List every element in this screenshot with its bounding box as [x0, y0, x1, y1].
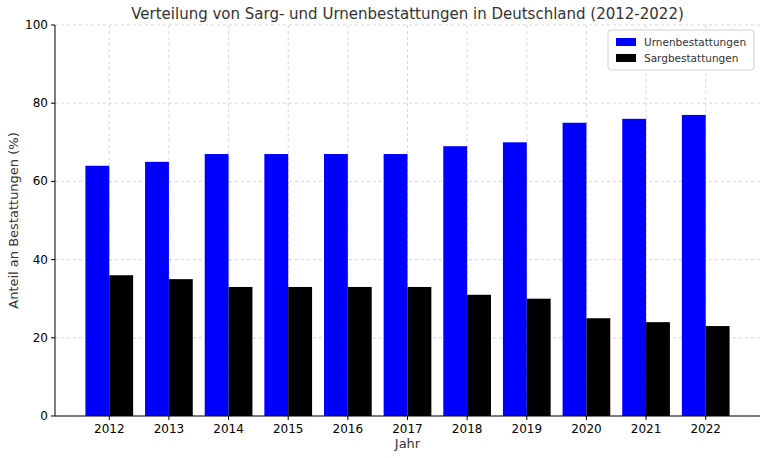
y-tick-label: 60: [33, 174, 48, 188]
chart-container: 0 20 40 60 80 100 2012 2013 2014 2015 2016 2017 2018…: [0, 0, 768, 458]
bar: [622, 119, 646, 416]
y-tick: [51, 25, 55, 26]
bar: [145, 162, 169, 416]
bar: [443, 146, 467, 416]
x-tick-label: 2018: [452, 422, 483, 436]
bar: [563, 123, 587, 416]
bar: [229, 287, 253, 416]
x-tick: [347, 416, 348, 420]
y-tick: [51, 337, 55, 338]
y-tick-label: 40: [33, 253, 48, 267]
x-tick: [705, 416, 706, 420]
y-axis-label: Anteil an Bestattungen (%): [6, 132, 21, 308]
x-tick-label: 2019: [512, 422, 543, 436]
title: Verteilung von Sarg- und Urnenbestattung…: [131, 5, 684, 23]
y-axis-line: [55, 25, 56, 416]
bar: [288, 287, 312, 416]
bar: [324, 154, 348, 416]
bar: [205, 154, 229, 416]
x-tick-label: 2020: [571, 422, 602, 436]
bar: [503, 142, 527, 416]
x-tick-label: 2015: [273, 422, 304, 436]
bar: [348, 287, 372, 416]
x-tick-label: 2013: [154, 422, 185, 436]
bar: [85, 166, 109, 416]
grid: [55, 25, 760, 416]
bar: [408, 287, 432, 416]
bar: [527, 299, 551, 416]
y-tick-label: 100: [25, 18, 48, 32]
x-tick: [467, 416, 468, 420]
y-tick-label: 80: [33, 96, 48, 110]
y-tick-label: 20: [33, 331, 48, 345]
x-tick-label: 2017: [392, 422, 423, 436]
x-tick-label: 2021: [631, 422, 662, 436]
x-tick: [168, 416, 169, 420]
legend-box: [608, 30, 754, 70]
y-tick: [51, 259, 55, 260]
x-tick: [526, 416, 527, 420]
bar: [264, 154, 288, 416]
legend-label: Sargbestattungen: [644, 52, 738, 64]
y-tick: [51, 416, 55, 417]
bar: [384, 154, 408, 416]
x-tick-label: 2012: [94, 422, 125, 436]
axes: 0 20 40 60 80 100 2012 2013 2014 2015 2016 2017 2018…: [25, 18, 760, 436]
bar: [169, 279, 193, 416]
x-tick: [407, 416, 408, 420]
page: {"chart_data": {"type": "bar", "title": …: [0, 0, 768, 458]
bars: [85, 115, 729, 416]
x-tick: [228, 416, 229, 420]
x-tick: [109, 416, 110, 420]
bar: [706, 326, 730, 416]
legend-swatch: [616, 54, 636, 62]
bar: [467, 295, 491, 416]
bar: [586, 318, 610, 416]
chart-svg: 0 20 40 60 80 100 2012 2013 2014 2015 2016 2017 2018…: [0, 0, 768, 458]
x-tick-label: 2022: [690, 422, 721, 436]
bar: [682, 115, 706, 416]
y-tick: [51, 181, 55, 182]
legend: Urnenbestattungen Sargbestattungen: [608, 30, 754, 70]
y-tick-label: 0: [40, 409, 48, 423]
x-tick: [288, 416, 289, 420]
legend-swatch: [616, 38, 636, 46]
x-tick: [646, 416, 647, 420]
bar: [109, 275, 133, 416]
y-tick: [51, 103, 55, 104]
x-tick: [586, 416, 587, 420]
legend-label: Urnenbestattungen: [644, 36, 746, 48]
x-tick-label: 2014: [213, 422, 244, 436]
bar: [646, 322, 670, 416]
x-tick-label: 2016: [333, 422, 364, 436]
x-axis-label: Jahr: [394, 436, 421, 451]
